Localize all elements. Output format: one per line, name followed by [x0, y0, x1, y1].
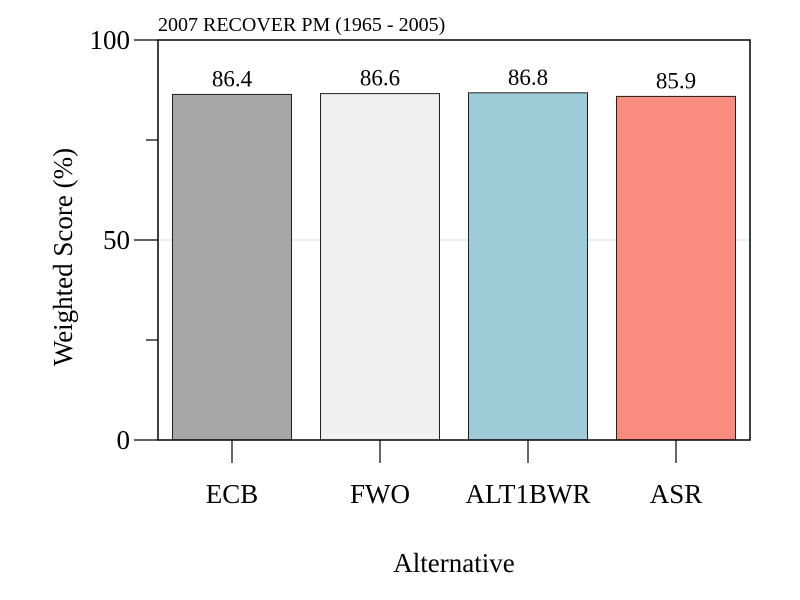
plot-frame	[157, 39, 751, 441]
y-tick-label: 100	[90, 25, 131, 55]
y-axis-label: Weighted Score (%)	[48, 148, 78, 366]
bar-fwo	[320, 93, 440, 441]
bar-asr	[616, 95, 736, 441]
bar-ecb	[172, 93, 292, 441]
data-label-alt1bwr: 86.8	[508, 65, 548, 90]
y-tick-label: 0	[117, 425, 131, 455]
y-tick-label: 50	[103, 225, 130, 255]
plot-area: 86.4 ECB 86.6 FWO 86.8 ALT1BWR 85.9 ASR 0 50 100	[90, 25, 751, 509]
bar-alt1bwr	[468, 92, 588, 441]
chart-title: 2007 RECOVER PM (1965 - 2005)	[158, 14, 445, 36]
data-label-ecb: 86.4	[212, 66, 253, 91]
x-tick-label-ecb: ECB	[206, 479, 259, 509]
data-label-fwo: 86.6	[360, 66, 400, 91]
x-axis-label: Alternative	[393, 548, 514, 578]
x-tick-label-asr: ASR	[650, 479, 703, 509]
data-label-asr: 85.9	[656, 68, 696, 93]
x-tick-label-fwo: FWO	[350, 479, 410, 509]
x-tick-label-alt1bwr: ALT1BWR	[465, 479, 590, 509]
